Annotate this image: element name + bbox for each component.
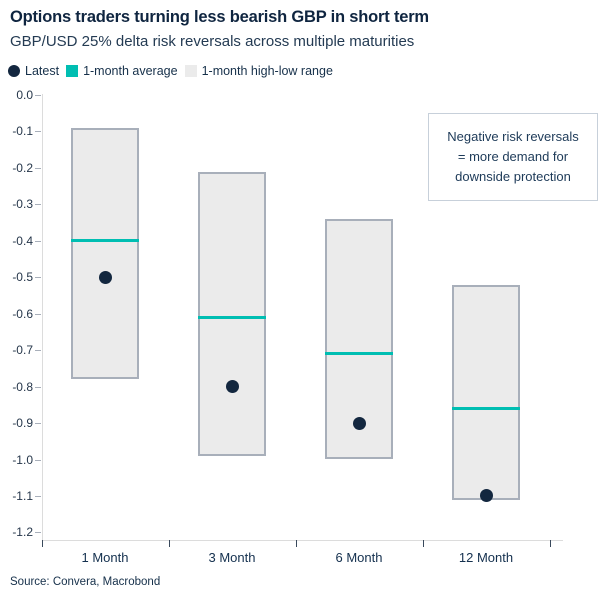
annotation-line: downside protection — [455, 169, 571, 185]
y-axis-tick-label: -0.5 — [12, 270, 33, 285]
y-axis-tick-label: -1.0 — [12, 452, 33, 467]
y-axis-tick-label: -0.8 — [12, 379, 33, 394]
y-axis-tick — [34, 386, 41, 388]
range-swatch-icon — [184, 65, 197, 77]
x-axis-tick — [549, 540, 551, 547]
annotation-line: Negative risk reversals — [447, 128, 579, 144]
y-axis-tick-label: -0.2 — [12, 160, 33, 175]
y-axis-tick — [34, 495, 41, 497]
y-axis-tick — [34, 532, 41, 534]
average-line — [71, 239, 139, 243]
y-axis-tick-label: -0.3 — [12, 197, 33, 212]
y-axis-tick-label: -0.9 — [12, 416, 33, 431]
y-axis-tick-label: -0.7 — [12, 343, 33, 358]
average-line — [325, 352, 393, 356]
legend-label-range: 1-month high-low range — [201, 64, 333, 78]
average-line — [452, 406, 520, 410]
average-line — [198, 315, 266, 319]
y-axis-tick — [34, 167, 41, 169]
y-axis-tick — [34, 313, 41, 315]
annotation-line: = more demand for — [457, 148, 569, 164]
legend-label-latest: Latest — [25, 64, 60, 78]
y-axis-tick-label: -1.1 — [12, 488, 33, 503]
y-axis-tick-label: 0.0 — [16, 88, 33, 102]
y-axis-tick — [34, 459, 41, 461]
chart-title: Options traders turning less bearish GBP… — [10, 8, 429, 26]
y-axis-tick — [34, 131, 41, 133]
x-axis-tick — [41, 540, 43, 547]
high-low-range-box — [71, 127, 139, 380]
annotation-box: Negative risk reversals = more demand fo… — [428, 113, 598, 201]
high-low-range-box — [198, 171, 266, 456]
y-axis-tick — [34, 240, 41, 242]
x-axis-tick — [295, 540, 297, 547]
y-axis-tick-label: -0.6 — [12, 306, 33, 321]
y-axis-tick-label: -0.1 — [12, 124, 33, 139]
average-swatch-icon — [66, 65, 79, 77]
y-axis-tick — [34, 423, 41, 425]
y-axis-line — [41, 94, 43, 540]
x-axis-category-label: 3 Month — [208, 550, 256, 565]
x-axis-category-label: 1 Month — [81, 550, 129, 565]
latest-dot-icon — [8, 65, 20, 77]
x-axis-line — [41, 540, 563, 541]
x-axis-category-label: 6 Month — [335, 550, 383, 565]
y-axis-tick-label: -1.2 — [12, 525, 33, 540]
y-axis-tick — [34, 204, 41, 206]
x-axis-tick — [168, 540, 170, 547]
y-axis-tick — [34, 95, 41, 96]
y-axis-tick — [34, 277, 41, 279]
latest-dot — [225, 380, 239, 394]
latest-dot — [479, 489, 493, 503]
x-axis-category-label: 12 Month — [458, 550, 514, 565]
y-axis-tick — [34, 350, 41, 352]
chart-subtitle: GBP/USD 25% delta risk reversals across … — [10, 33, 415, 50]
x-axis-tick — [422, 540, 424, 547]
latest-dot — [352, 416, 366, 430]
high-low-range-box — [452, 284, 520, 500]
y-axis-tick-label: -0.4 — [12, 233, 33, 248]
latest-dot — [98, 270, 112, 284]
source-note: Source: Convera, Macrobond — [10, 576, 161, 588]
legend: Latest 1-month average 1-month high-low … — [8, 64, 340, 78]
legend-label-average: 1-month average — [83, 64, 178, 78]
